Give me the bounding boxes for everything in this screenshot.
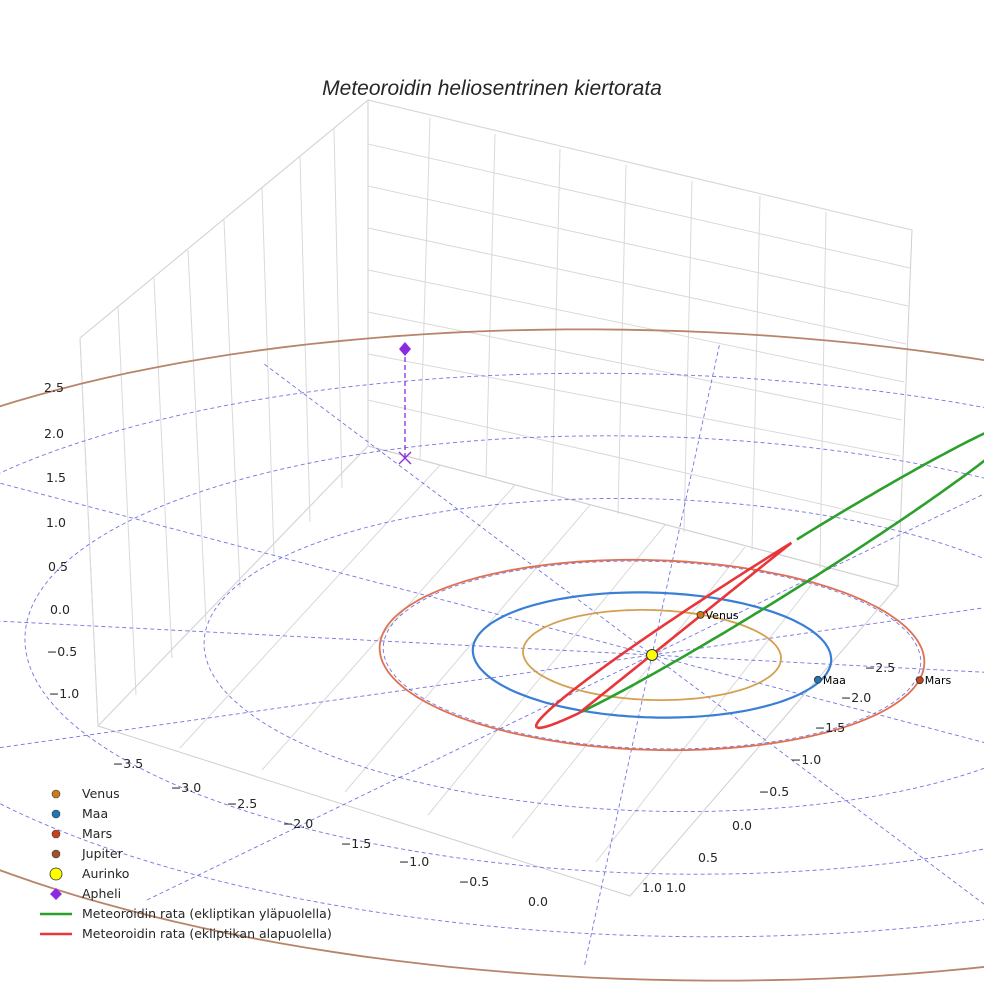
x-tick-label: −3.0 xyxy=(171,780,201,795)
grid-line xyxy=(367,353,901,457)
legend-label: Meteoroidin rata (ekliptikan yläpuolella… xyxy=(82,906,332,921)
back-pane-right xyxy=(367,99,913,587)
grid-line xyxy=(683,180,693,533)
polar-grid-circle xyxy=(203,497,984,813)
legend-marker xyxy=(51,809,61,819)
meteoroid-orbit-below xyxy=(534,541,793,730)
polar-grid-spoke xyxy=(0,482,984,743)
z-tick-label: 2.5 xyxy=(44,380,64,395)
y-tick-label: 1.0 xyxy=(666,880,686,895)
z-tick-label: 0.0 xyxy=(50,602,70,617)
legend-label: Mars xyxy=(82,826,112,841)
grid-line xyxy=(367,227,907,345)
grid-line xyxy=(511,546,746,839)
y-tick-label: −1.0 xyxy=(791,752,821,767)
grid-line xyxy=(79,337,99,727)
z-tick-label: 1.5 xyxy=(46,470,66,485)
grid-line xyxy=(617,164,627,515)
grid-line xyxy=(419,117,431,461)
orbit-maa xyxy=(471,591,833,719)
grid-line xyxy=(333,128,343,489)
legend-label: Meteoroidin rata (ekliptikan alapuolella… xyxy=(82,926,332,941)
data-layer: Venus Maa Mars xyxy=(0,328,984,982)
grid-line xyxy=(97,445,369,727)
grid-line xyxy=(367,185,909,307)
legend-marker xyxy=(51,789,61,799)
legend-label: Jupiter xyxy=(81,846,124,861)
z-tick-label: −1.0 xyxy=(49,686,79,701)
polar-grid-spoke xyxy=(146,493,984,901)
orbit-jupiter xyxy=(0,328,984,982)
grid-line xyxy=(367,399,900,523)
grid-line xyxy=(367,143,911,269)
orbit-venus xyxy=(522,609,782,701)
planet-marker-venus xyxy=(696,610,705,619)
planet-label-maa: Maa xyxy=(823,674,846,687)
legend-marker xyxy=(51,849,61,859)
chart-title: Meteoroidin heliosentrinen kiertorata xyxy=(322,77,662,100)
x-tick-label: −3.5 xyxy=(113,756,143,771)
planet-label-mars: Mars xyxy=(925,674,952,687)
grid-line xyxy=(551,148,561,497)
grid-line xyxy=(117,306,137,696)
legend-label: Maa xyxy=(82,806,108,821)
z-tick-label: 0.5 xyxy=(48,559,68,574)
sun-marker xyxy=(646,649,658,661)
grid-line xyxy=(344,504,591,793)
z-tick-label: 2.0 xyxy=(44,426,64,441)
axes-panes xyxy=(79,98,913,897)
grid-lines xyxy=(0,99,984,965)
z-tick-label: 1.0 xyxy=(46,515,66,530)
x-tick-label: −0.5 xyxy=(459,874,489,889)
grid-line xyxy=(261,187,275,557)
z-tick-label: −0.5 xyxy=(47,644,77,659)
x-tick-label: 1.0 xyxy=(642,880,662,895)
x-tick-label: −1.5 xyxy=(341,836,371,851)
y-tick-label: −1.5 xyxy=(815,720,845,735)
planet-marker-mars xyxy=(915,676,924,685)
tick-labels: −3.5 −3.0 −2.5 −2.0 −1.5 −1.0 −0.5 0.0 1.0 −2.5 −2… xyxy=(44,380,895,909)
y-tick-label: 0.0 xyxy=(732,818,752,833)
grid-line xyxy=(299,156,311,523)
aphelion-marker xyxy=(399,342,411,356)
legend-label: Venus xyxy=(82,786,120,801)
polar-grid-circle xyxy=(24,435,984,875)
grid-line xyxy=(367,311,903,421)
legend-label: Apheli xyxy=(82,886,121,901)
planet-label-venus: Venus xyxy=(706,609,739,622)
x-tick-label: −2.5 xyxy=(227,796,257,811)
y-tick-label: −0.5 xyxy=(759,784,789,799)
legend: Venus Maa Mars Jupiter Aurinko Apheli Meteoroi… xyxy=(40,786,332,941)
grid-line xyxy=(187,249,207,623)
grid-line xyxy=(485,133,496,479)
grid-line xyxy=(427,524,666,816)
meteoroid-orbit-above xyxy=(580,432,984,714)
grid-line xyxy=(819,211,827,569)
y-tick-label: −2.0 xyxy=(841,690,871,705)
floor-pane xyxy=(97,445,899,897)
legend-marker-aphelion xyxy=(50,888,62,900)
aphelion-projection-marker xyxy=(398,451,412,465)
legend-label: Aurinko xyxy=(82,866,129,881)
y-tick-label: 0.5 xyxy=(698,850,718,865)
grid-line xyxy=(367,269,905,383)
grid-line xyxy=(751,195,761,551)
planet-marker-maa xyxy=(813,675,822,684)
grid-line xyxy=(179,464,441,749)
orbit-mars xyxy=(378,558,926,752)
legend-marker xyxy=(51,829,61,839)
legend-marker-sun xyxy=(49,867,63,881)
x-tick-label: −1.0 xyxy=(399,854,429,869)
grid-line xyxy=(367,99,913,231)
grid-line xyxy=(261,484,516,771)
x-tick-label: 0.0 xyxy=(528,894,548,909)
y-tick-label: −2.5 xyxy=(865,660,895,675)
grid-line xyxy=(153,277,173,659)
x-tick-label: −2.0 xyxy=(283,816,313,831)
